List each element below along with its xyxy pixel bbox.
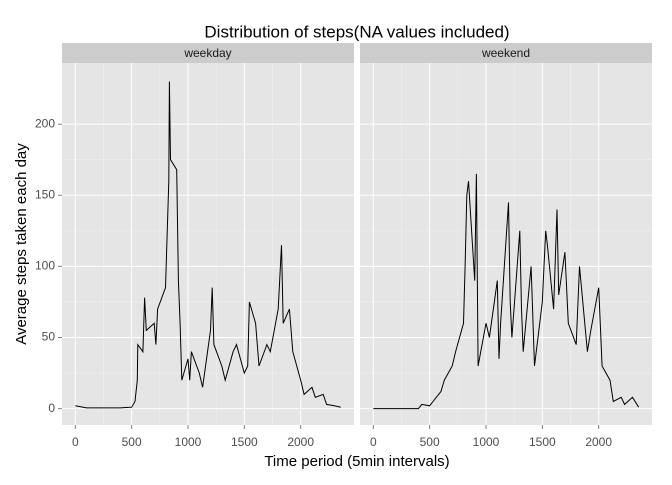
y-tick-label: 100: [35, 259, 55, 273]
x-axis-label: Time period (5min intervals): [264, 453, 449, 470]
panel-background: [62, 63, 354, 425]
x-tick-label: 1500: [529, 435, 556, 449]
strip-label: weekend: [481, 46, 530, 60]
x-tick-label: 1000: [175, 435, 202, 449]
x-tick-label: 2000: [585, 435, 612, 449]
x-tick-label: 2000: [287, 435, 314, 449]
x-tick-label: 500: [122, 435, 142, 449]
strip: [360, 43, 652, 63]
y-tick-label: 200: [35, 116, 55, 130]
data-line: [373, 173, 640, 410]
data-line: [75, 81, 341, 409]
strip: [62, 43, 354, 63]
x-tick-label: 500: [420, 435, 440, 449]
y-tick-label: 50: [42, 330, 56, 344]
y-tick-label: 0: [48, 401, 55, 415]
chart-title: Distribution of steps(NA values included…: [204, 22, 509, 41]
strip-label: weekday: [183, 46, 231, 60]
x-tick-label: 1500: [231, 435, 258, 449]
y-tick-label: 150: [35, 187, 55, 201]
y-axis-label: Average steps taken each day: [13, 143, 30, 345]
x-tick-label: 0: [72, 435, 79, 449]
x-tick-label: 0: [370, 435, 377, 449]
x-tick-label: 1000: [473, 435, 500, 449]
